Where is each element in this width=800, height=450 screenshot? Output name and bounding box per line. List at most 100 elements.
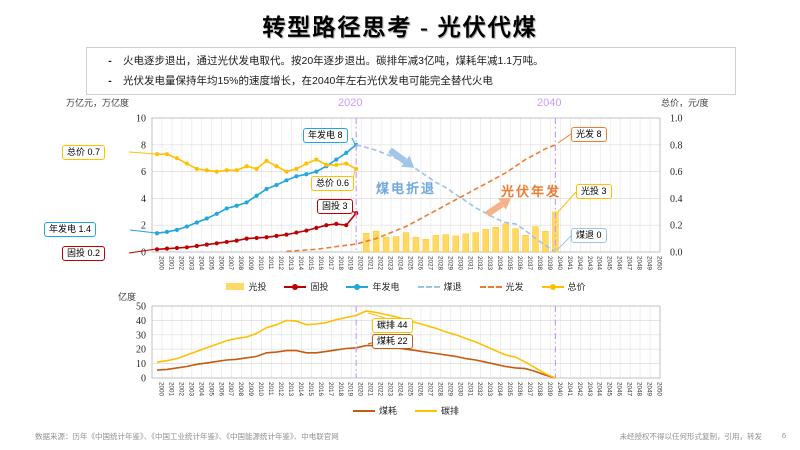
x-tick-label: 2039 [546, 256, 553, 271]
y-tick-label: 2 [141, 221, 146, 232]
callout-pv-invest-2040: 光投 3 [576, 184, 612, 199]
x-tick-label: 2001 [167, 256, 174, 271]
y-tick-label: 20 [136, 345, 146, 356]
y-tick-label-right: 0.6 [670, 167, 683, 178]
legend-label: 光投 [248, 282, 267, 292]
legend-swatch [352, 409, 375, 412]
x-tick-label: 2049 [646, 256, 653, 271]
y-tick-label-right: 0.4 [670, 194, 683, 205]
y-tick-label: 0 [141, 248, 146, 259]
x-tick-label: 2007 [227, 382, 234, 397]
x-tick-label: 2031 [466, 256, 473, 271]
legend-swatch [415, 409, 437, 412]
legend-dot [354, 283, 361, 290]
x-tick-label: 2034 [496, 256, 503, 271]
legend-label: 煤退 [443, 282, 462, 292]
x-tick-label: 2032 [476, 256, 483, 271]
bullet-marker: - [108, 75, 112, 87]
x-tick-label: 2008 [237, 382, 244, 397]
x-tick-label: 2000 [158, 382, 165, 397]
x-tick-label: 2019 [347, 382, 354, 397]
legend-label: 煤耗 [378, 406, 397, 416]
coal-decline-arrow-icon [388, 147, 415, 168]
x-tick-label: 2000 [158, 256, 165, 271]
legend-swatch [346, 283, 369, 290]
x-tick-label: 2010 [257, 382, 264, 397]
x-tick-label: 2012 [277, 256, 284, 271]
x-tick-label: 2032 [476, 382, 483, 397]
y-tick-label: 0 [141, 374, 146, 385]
x-tick-label: 2042 [576, 256, 583, 271]
x-tick-label: 2030 [456, 256, 463, 271]
x-tick-label: 2035 [506, 382, 513, 397]
x-tick-label: 2008 [237, 256, 244, 271]
x-tick-label: 2037 [526, 256, 533, 271]
x-tick-label: 2004 [197, 382, 204, 397]
x-tick-label: 2024 [397, 382, 404, 397]
legend-dot [292, 283, 299, 290]
legend-label: 总价 [567, 282, 586, 292]
x-tick-label: 2026 [416, 382, 423, 397]
x-tick-label: 2046 [616, 382, 623, 397]
x-tick-label: 2012 [277, 382, 284, 397]
x-tick-label: 2004 [197, 256, 204, 271]
x-tick-label: 2020 [357, 256, 364, 271]
x-tick-label: 2025 [407, 382, 414, 397]
x-tick-label: 2027 [426, 256, 433, 271]
y-tick-label: 30 [136, 330, 146, 341]
bullet-marker: - [108, 55, 112, 67]
x-tick-label: 2034 [496, 382, 503, 397]
x-tick-label: 2048 [636, 382, 643, 397]
x-tick-label: 2038 [536, 256, 543, 271]
legend-item-coal-consumption-line: 煤耗 [352, 404, 397, 417]
callout-leader [557, 191, 577, 213]
legend-label: 固投 [310, 282, 329, 292]
milestone-2020-label: 2020 [338, 97, 363, 109]
x-tick-label: 2003 [187, 382, 194, 397]
x-tick-label: 2015 [307, 256, 314, 271]
callout-leader [129, 229, 157, 234]
x-tick-label: 2020 [357, 382, 364, 397]
x-tick-label: 2018 [337, 256, 344, 271]
x-tick-label: 2050 [656, 382, 663, 397]
x-tick-label: 2014 [297, 382, 304, 397]
x-tick-label: 2010 [257, 256, 264, 271]
x-tick-label: 2043 [586, 382, 593, 397]
x-tick-label: 2009 [247, 382, 254, 397]
x-tick-label: 2025 [407, 256, 414, 271]
legend-item-pv-invest-bars: 光投 [226, 280, 266, 293]
x-tick-label: 2040 [556, 256, 563, 271]
x-tick-label: 2021 [367, 382, 374, 397]
legend-item-total-price-line: 总价 [541, 280, 586, 293]
series-pv-gen-line [286, 144, 556, 253]
callout-leader [128, 248, 157, 254]
series-total-price-line [154, 152, 359, 174]
y-tick-label-right: 1.0 [670, 114, 683, 125]
x-tick-label: 2045 [606, 382, 613, 397]
legend-label: 碳排 [441, 406, 460, 416]
x-tick-label: 2011 [267, 256, 274, 270]
x-tick-label: 2030 [456, 382, 463, 397]
x-tick-label: 2002 [177, 382, 184, 397]
x-tick-label: 2016 [317, 382, 324, 397]
callout-coal-peak: 煤耗 22 [372, 334, 413, 349]
x-tick-label: 2006 [217, 256, 224, 271]
x-tick-label: 2047 [626, 256, 633, 271]
summary-box: - 火电逐步退出，通过光伏发电取代。按20年逐步退出。碳排年减3亿吨，煤耗年减1.… [86, 47, 736, 95]
pv-rise-arrow-icon [485, 197, 512, 217]
x-tick-label: 2021 [367, 256, 374, 271]
x-tick-label: 2044 [596, 256, 603, 271]
x-tick-label: 2038 [536, 382, 543, 397]
legend-label: 年发电 [372, 282, 400, 292]
callout-pv-gen-2040: 光发 8 [571, 127, 607, 142]
pv-annual-annotation: 光伏年发 [501, 184, 562, 199]
y-tick-label: 10 [136, 114, 146, 125]
x-tick-label: 2005 [207, 382, 214, 397]
y-tick-label: 50 [136, 302, 146, 313]
x-tick-label: 2014 [297, 256, 304, 271]
x-tick-label: 2013 [287, 256, 294, 271]
series-fixed-invest-line [154, 211, 359, 252]
y-tick-label-right: 0.2 [670, 221, 683, 232]
